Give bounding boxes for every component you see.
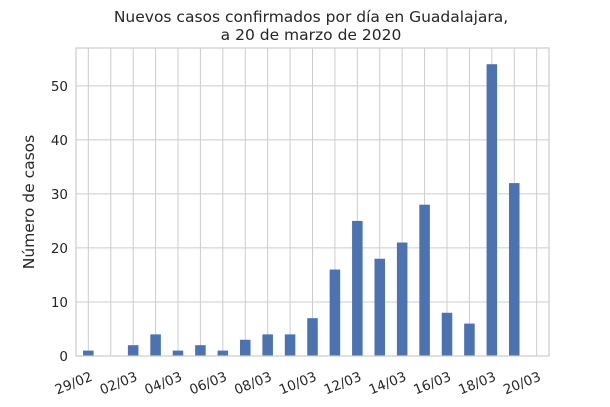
bar-18/03 xyxy=(486,64,498,357)
bar-04/03 xyxy=(172,350,184,356)
x-tick-label: 12/03 xyxy=(322,369,364,398)
bar-10/03 xyxy=(307,318,318,356)
y-tick-label: 20 xyxy=(51,241,68,257)
grid-lines xyxy=(76,48,549,357)
chart-title-line-1: Nuevos casos confirmados por día en Guad… xyxy=(114,8,508,26)
x-tick-label: 18/03 xyxy=(456,369,498,398)
y-tick-label: 30 xyxy=(51,187,68,203)
x-tick-labels: 29/02 02/03 04/03 06/03 08/03 10/03 12/03 14/03… xyxy=(53,369,543,398)
bar-09/03 xyxy=(284,334,296,356)
bar-29/02 xyxy=(83,350,94,356)
plot-border xyxy=(75,47,550,357)
x-tick-label: 02/03 xyxy=(98,369,140,398)
x-tick-label: 20/03 xyxy=(501,369,543,398)
x-tick-label: 06/03 xyxy=(187,369,229,398)
y-tick-labels: 0 10 20 30 40 50 xyxy=(51,79,68,365)
bar-08/03 xyxy=(262,334,273,356)
bar-19/03 xyxy=(508,183,520,356)
bar-14/03 xyxy=(396,242,408,356)
x-tick-label: 14/03 xyxy=(367,369,409,398)
x-tick-label: 29/02 xyxy=(53,369,95,398)
bar-12/03 xyxy=(352,220,363,356)
y-tick-label: 0 xyxy=(59,349,68,365)
bar-13/03 xyxy=(374,258,386,356)
x-tick-label: 04/03 xyxy=(142,369,184,398)
bar-15/03 xyxy=(419,204,430,356)
bar-07/03 xyxy=(239,339,251,356)
y-tick-label: 10 xyxy=(51,295,68,311)
plot-frame xyxy=(75,47,550,357)
x-tick-label: 08/03 xyxy=(232,369,274,398)
bar-02/03 xyxy=(127,345,139,356)
bar-05/03 xyxy=(195,345,206,356)
y-tick-label: 50 xyxy=(51,79,68,95)
bar-06/03 xyxy=(217,350,229,356)
y-tick-label: 40 xyxy=(51,133,68,149)
bar-03/03 xyxy=(150,334,161,356)
chart-title-line-2: a 20 de marzo de 2020 xyxy=(221,26,402,44)
y-axis-label: Número de casos xyxy=(20,135,38,269)
bars xyxy=(83,64,520,357)
x-tick-label: 10/03 xyxy=(277,369,319,398)
x-tick-label: 16/03 xyxy=(411,369,453,398)
bar-11/03 xyxy=(329,269,341,356)
bar-16/03 xyxy=(441,312,453,356)
bar-17/03 xyxy=(464,323,475,356)
